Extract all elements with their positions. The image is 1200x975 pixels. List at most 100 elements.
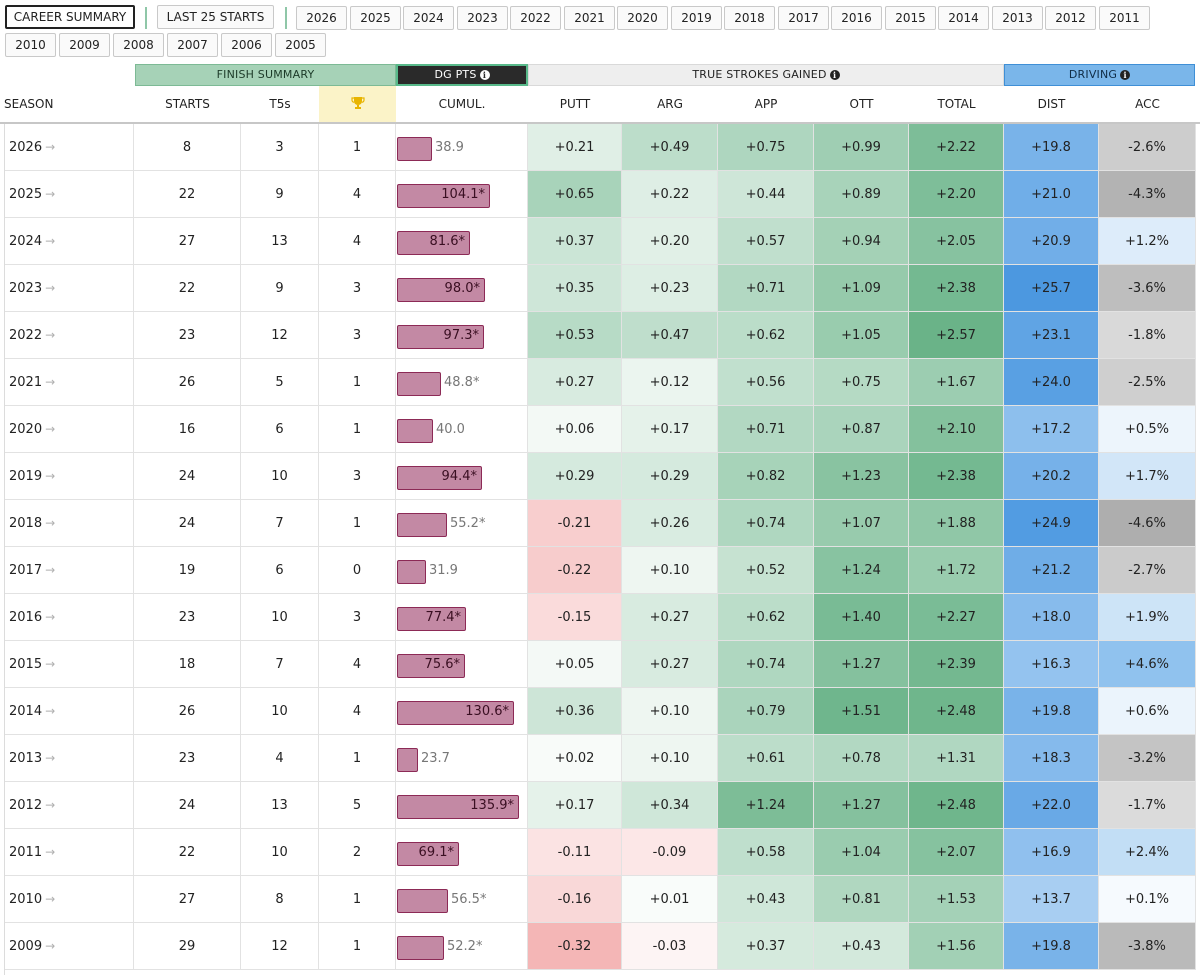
col-dist[interactable]: DIST [1037, 97, 1066, 111]
arrow-right-icon[interactable]: → [45, 751, 56, 765]
arrow-right-icon[interactable]: → [45, 234, 56, 248]
season-cell[interactable]: 2026 → [4, 124, 134, 171]
info-icon[interactable]: i [829, 70, 840, 80]
tab-year-2007[interactable]: 2007 [167, 33, 218, 57]
tab-year-2024[interactable]: 2024 [403, 6, 454, 30]
season-cell[interactable]: 2016 → [4, 594, 134, 641]
dg-pts-bar [397, 278, 485, 302]
arrow-right-icon[interactable]: → [45, 939, 56, 953]
arrow-right-icon[interactable]: → [45, 892, 56, 906]
wins-cell: 3 [319, 594, 396, 641]
season-label[interactable]: 2021 [9, 375, 43, 390]
col-season[interactable]: SEASON [4, 97, 54, 111]
arrow-right-icon[interactable]: → [45, 187, 56, 201]
season-cell[interactable]: 2021 → [4, 359, 134, 406]
season-label[interactable]: 2012 [9, 798, 43, 813]
season-cell[interactable]: 2025 → [4, 171, 134, 218]
season-cell[interactable]: 2012 → [4, 782, 134, 829]
season-cell[interactable]: 2013 → [4, 735, 134, 782]
tab-year-2014[interactable]: 2014 [938, 6, 989, 30]
tab-year-2010[interactable]: 2010 [5, 33, 56, 57]
tab-year-2017[interactable]: 2017 [778, 6, 829, 30]
season-label[interactable]: 2017 [9, 563, 43, 578]
tab-year-2021[interactable]: 2021 [564, 6, 615, 30]
season-label[interactable]: 2014 [9, 704, 43, 719]
season-cell[interactable]: 2020 → [4, 406, 134, 453]
tab-year-2020[interactable]: 2020 [617, 6, 668, 30]
tab-year-2013[interactable]: 2013 [992, 6, 1043, 30]
arrow-right-icon[interactable]: → [45, 798, 56, 812]
ott-cell: +0.43 [814, 923, 909, 970]
col-starts[interactable]: STARTS [165, 97, 210, 111]
tab-career-summary[interactable]: CAREER SUMMARY [5, 5, 135, 29]
col-putt[interactable]: PUTT [559, 97, 591, 111]
season-cell[interactable]: 2014 → [4, 688, 134, 735]
tab-year-2011[interactable]: 2011 [1099, 6, 1150, 30]
col-wins[interactable] [319, 86, 396, 122]
putt-cell: +0.02 [528, 735, 622, 782]
acc-cell: -2.5% [1099, 359, 1196, 406]
arrow-right-icon[interactable]: → [45, 140, 56, 154]
season-label[interactable]: 2023 [9, 281, 43, 296]
col-arg[interactable]: ARG [657, 97, 683, 111]
season-label[interactable]: 2025 [9, 187, 43, 202]
tab-year-2026[interactable]: 2026 [296, 6, 347, 30]
info-icon[interactable]: i [479, 70, 490, 80]
season-label[interactable]: 2018 [9, 516, 43, 531]
dg-pts-header: DG PTS i [396, 64, 528, 86]
tab-year-2005[interactable]: 2005 [275, 33, 326, 57]
season-cell[interactable]: 2009 → [4, 923, 134, 970]
season-cell[interactable]: 2019 → [4, 453, 134, 500]
col-total[interactable]: TOTAL [937, 97, 976, 111]
season-label[interactable]: 2010 [9, 892, 43, 907]
season-label[interactable]: 2009 [9, 939, 43, 954]
arrow-right-icon[interactable]: → [45, 516, 56, 530]
arrow-right-icon[interactable]: → [45, 281, 56, 295]
season-cell[interactable]: 2018 → [4, 500, 134, 547]
season-label[interactable]: 2026 [9, 140, 43, 155]
season-cell[interactable]: 2023 → [4, 265, 134, 312]
arrow-right-icon[interactable]: → [45, 469, 56, 483]
season-label[interactable]: 2022 [9, 328, 43, 343]
tab-year-2018[interactable]: 2018 [724, 6, 775, 30]
season-label[interactable]: 2024 [9, 234, 43, 249]
tab-year-2006[interactable]: 2006 [221, 33, 272, 57]
info-icon[interactable]: i [1120, 70, 1131, 80]
tab-year-2019[interactable]: 2019 [671, 6, 722, 30]
col-cumul[interactable]: CUMUL. [438, 97, 486, 111]
arrow-right-icon[interactable]: → [45, 657, 56, 671]
season-label[interactable]: 2016 [9, 610, 43, 625]
arrow-right-icon[interactable]: → [45, 610, 56, 624]
season-label[interactable]: 2020 [9, 422, 43, 437]
season-cell[interactable]: 2011 → [4, 829, 134, 876]
tab-last-25-starts[interactable]: LAST 25 STARTS [157, 5, 274, 29]
arrow-right-icon[interactable]: → [45, 704, 56, 718]
season-cell[interactable]: 2015 → [4, 641, 134, 688]
arrow-right-icon[interactable]: → [45, 845, 56, 859]
tab-year-2016[interactable]: 2016 [831, 6, 882, 30]
tab-year-2025[interactable]: 2025 [350, 6, 401, 30]
arrow-right-icon[interactable]: → [45, 328, 56, 342]
arrow-right-icon[interactable]: → [45, 422, 56, 436]
tab-year-2022[interactable]: 2022 [510, 6, 561, 30]
col-app[interactable]: APP [754, 97, 778, 111]
tab-year-2009[interactable]: 2009 [59, 33, 110, 57]
season-label[interactable]: 2019 [9, 469, 43, 484]
season-cell[interactable]: 2022 → [4, 312, 134, 359]
arrow-right-icon[interactable]: → [45, 563, 56, 577]
season-label[interactable]: 2011 [9, 845, 43, 860]
tab-year-2023[interactable]: 2023 [457, 6, 508, 30]
tab-year-2015[interactable]: 2015 [885, 6, 936, 30]
season-cell[interactable]: 2024 → [4, 218, 134, 265]
tab-year-2012[interactable]: 2012 [1045, 6, 1096, 30]
season-cell[interactable]: 2010 → [4, 876, 134, 923]
tab-year-2008[interactable]: 2008 [113, 33, 164, 57]
arrow-right-icon[interactable]: → [45, 375, 56, 389]
col-t5s[interactable]: T5s [269, 97, 291, 111]
season-label[interactable]: 2015 [9, 657, 43, 672]
season-cell[interactable]: 2017 → [4, 547, 134, 594]
acc-cell: -3.2% [1099, 735, 1196, 782]
col-ott[interactable]: OTT [849, 97, 874, 111]
col-acc[interactable]: ACC [1135, 97, 1160, 111]
season-label[interactable]: 2013 [9, 751, 43, 766]
